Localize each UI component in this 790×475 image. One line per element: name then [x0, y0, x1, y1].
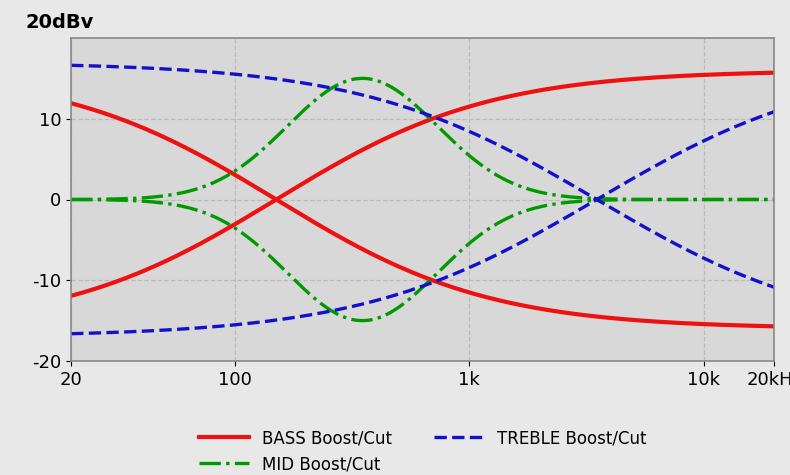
MID Boost/Cut	[769, 197, 779, 202]
TREBLE Boost/Cut	[769, 109, 779, 114]
Line: MID Boost/Cut: MID Boost/Cut	[71, 78, 774, 200]
MID Boost/Cut	[336, 80, 345, 86]
TREBLE Boost/Cut	[680, 147, 690, 153]
MID Boost/Cut	[146, 194, 156, 200]
TREBLE Boost/Cut	[146, 328, 156, 333]
TREBLE Boost/Cut	[66, 331, 76, 337]
Legend: BASS Boost/Cut, MID Boost/Cut, TREBLE Boost/Cut: BASS Boost/Cut, MID Boost/Cut, TREBLE Bo…	[190, 421, 655, 475]
MID Boost/Cut	[188, 187, 198, 193]
Text: 20dBv: 20dBv	[25, 12, 94, 31]
MID Boost/Cut	[756, 197, 766, 202]
BASS Boost/Cut	[769, 323, 779, 329]
TREBLE Boost/Cut	[367, 299, 376, 304]
BASS Boost/Cut	[680, 320, 690, 326]
BASS Boost/Cut	[146, 129, 156, 134]
MID Boost/Cut	[680, 197, 690, 202]
BASS Boost/Cut	[336, 235, 345, 240]
MID Boost/Cut	[358, 76, 367, 81]
BASS Boost/Cut	[367, 251, 376, 256]
TREBLE Boost/Cut	[755, 114, 765, 120]
TREBLE Boost/Cut	[188, 325, 198, 331]
BASS Boost/Cut	[188, 149, 198, 154]
Line: TREBLE Boost/Cut: TREBLE Boost/Cut	[71, 112, 774, 334]
MID Boost/Cut	[66, 197, 76, 202]
BASS Boost/Cut	[755, 323, 765, 329]
Line: BASS Boost/Cut: BASS Boost/Cut	[71, 103, 774, 326]
BASS Boost/Cut	[66, 100, 76, 106]
MID Boost/Cut	[367, 76, 376, 82]
TREBLE Boost/Cut	[336, 306, 345, 312]
